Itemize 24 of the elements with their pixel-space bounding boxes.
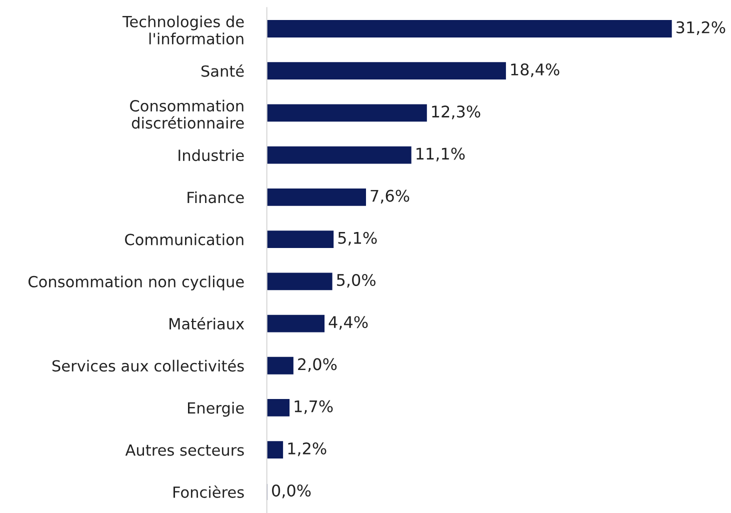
data-label: 31,2% bbox=[676, 21, 726, 36]
y-tick-label: Services aux collectivités bbox=[52, 359, 244, 372]
y-tick-label: Energie bbox=[188, 402, 244, 417]
data-label: 18,4% bbox=[511, 63, 560, 78]
y-tick-label: Consommation discrétionnaire bbox=[130, 100, 244, 129]
y-tick-label: Foncières bbox=[173, 486, 244, 498]
y-tick-label: Finance bbox=[188, 191, 244, 204]
y-tick-label: Santé bbox=[201, 64, 244, 77]
data-label: 7,6% bbox=[370, 190, 410, 204]
data-label: 12,3% bbox=[432, 106, 480, 120]
y-tick-label: Industrie bbox=[178, 149, 244, 162]
y-tick-label: Matériaux bbox=[170, 317, 244, 330]
data-label: 1,7% bbox=[294, 400, 333, 414]
y-tick-label: Technologies de l'information bbox=[122, 16, 244, 44]
data-label: 0,0% bbox=[272, 484, 311, 498]
data-label: 5,1% bbox=[338, 232, 377, 246]
data-label: 11,1% bbox=[416, 148, 465, 162]
y-tick-label: Communication bbox=[125, 233, 244, 246]
data-label: 4,4% bbox=[328, 316, 368, 330]
data-label: 5,0% bbox=[337, 274, 376, 288]
y-tick-label: Autres secteurs bbox=[125, 444, 244, 456]
y-tick-label: Consommation non cyclique bbox=[28, 276, 244, 290]
data-label: 2,0% bbox=[298, 358, 337, 372]
data-label: 1,2% bbox=[288, 442, 326, 456]
